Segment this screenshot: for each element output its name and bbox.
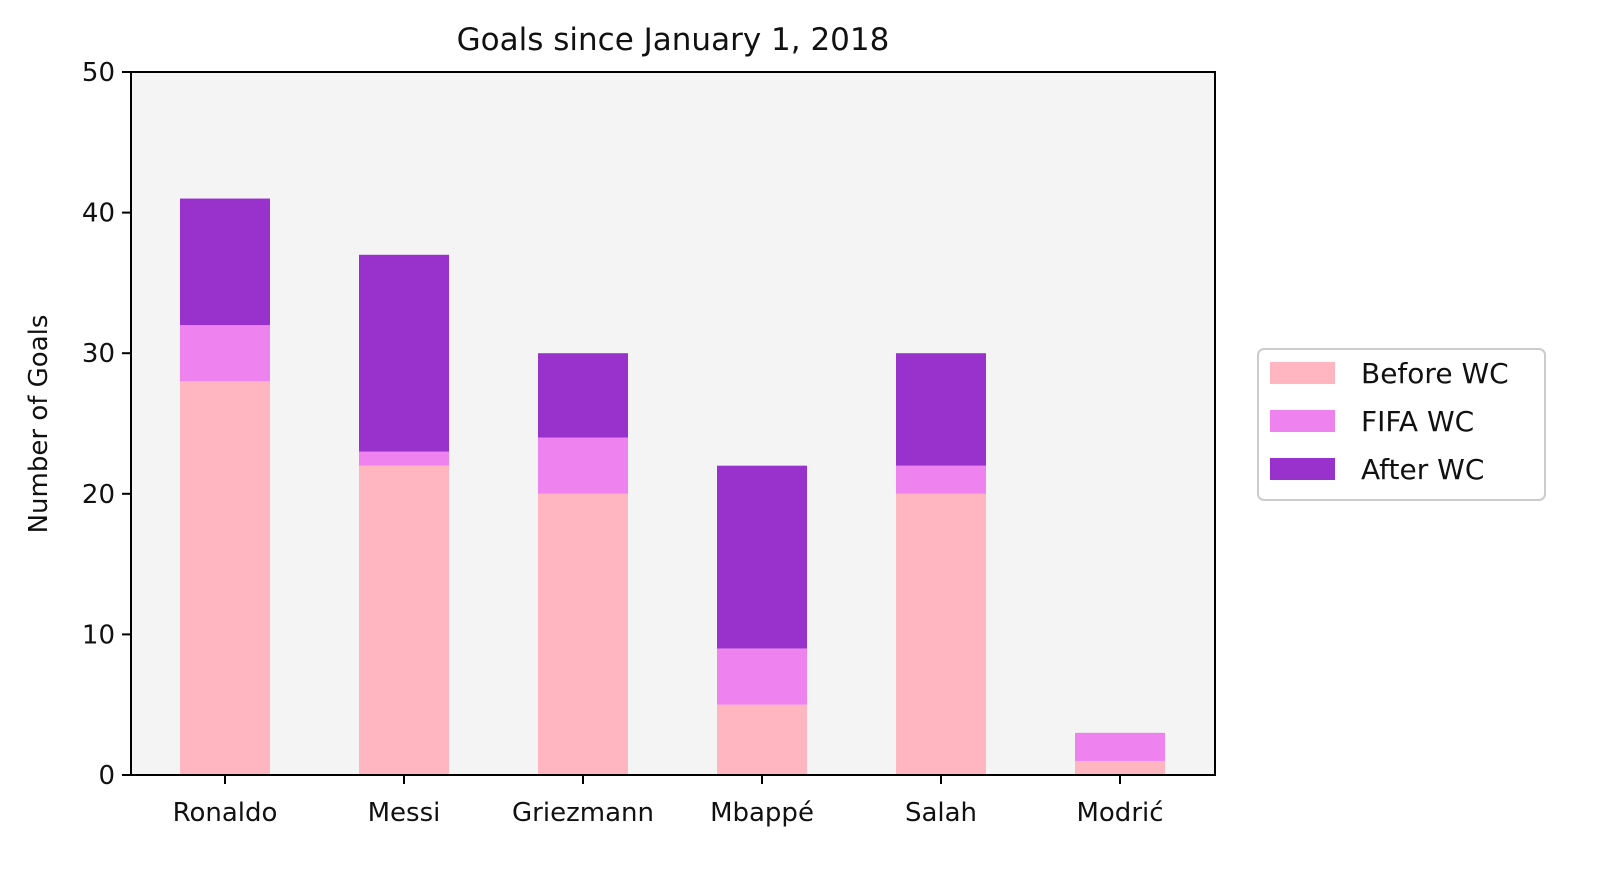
bar-modri-before-wc	[1075, 760, 1165, 775]
y-tick-label: 50	[82, 58, 115, 88]
y-tick-label: 10	[82, 620, 115, 650]
x-tick-label: Modrić	[1076, 798, 1163, 828]
bar-griezmann-after-wc	[538, 353, 628, 438]
bar-salah-before-wc	[896, 493, 986, 775]
x-tick-label: Mbappé	[710, 798, 814, 828]
bar-messi-after-wc	[359, 254, 449, 452]
legend-items: Before WC FIFA WC After WC	[1270, 357, 1509, 486]
bar-ronaldo-before-wc	[180, 381, 270, 775]
chart-title: Goals since January 1, 2018	[457, 22, 890, 58]
legend-label: After WC	[1361, 453, 1484, 486]
legend-swatch	[1270, 362, 1335, 384]
x-tick-label: Griezmann	[512, 798, 654, 828]
plot-frame	[130, 71, 1216, 776]
y-tick-label: 40	[82, 199, 115, 229]
y-axis: 0 10 20 30 40 50	[82, 58, 131, 791]
bar-griezmann-fifa-wc	[538, 437, 628, 494]
bar-ronaldo-fifa-wc	[180, 325, 270, 382]
legend-label: Before WC	[1361, 357, 1509, 390]
bar-griezmann-before-wc	[538, 493, 628, 775]
bar-mbapp-fifa-wc	[717, 648, 807, 705]
legend: Before WC FIFA WC After WC	[1257, 348, 1546, 501]
legend-swatch	[1270, 410, 1335, 432]
y-tick-label: 20	[82, 480, 115, 510]
legend-label: FIFA WC	[1361, 405, 1474, 438]
bar-salah-fifa-wc	[896, 465, 986, 494]
x-tick-label: Ronaldo	[173, 798, 278, 828]
y-tick-label: 0	[98, 761, 115, 791]
y-tick-label: 30	[82, 339, 115, 369]
bars-layer	[180, 198, 1165, 775]
bar-mbapp-before-wc	[717, 704, 807, 775]
bar-messi-fifa-wc	[359, 451, 449, 466]
bar-mbapp-after-wc	[717, 465, 807, 649]
x-axis: Ronaldo Messi Griezmann Mbappé Salah Modrić	[173, 775, 1164, 828]
bar-modri-fifa-wc	[1075, 732, 1165, 761]
x-tick-label: Salah	[905, 798, 977, 828]
x-tick-label: Messi	[368, 798, 441, 828]
bar-ronaldo-after-wc	[180, 198, 270, 326]
bar-messi-before-wc	[359, 465, 449, 775]
plot-area	[131, 72, 1215, 775]
legend-swatch	[1270, 458, 1335, 480]
y-axis-title: Number of Goals	[24, 315, 54, 534]
bar-salah-after-wc	[896, 353, 986, 466]
